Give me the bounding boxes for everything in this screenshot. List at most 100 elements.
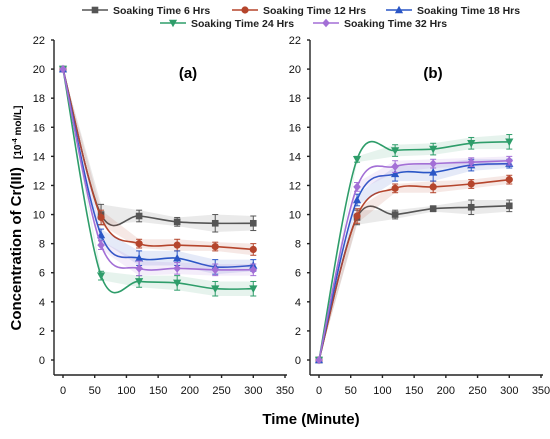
data-point — [135, 253, 144, 262]
y-tick-label: 20 — [33, 64, 45, 76]
data-point — [249, 285, 258, 294]
y-axis-title-main: Concentration of Cr(III) — [8, 167, 25, 330]
legend-item: Soaking Time 6 Hrs — [82, 5, 210, 17]
data-point — [173, 279, 182, 288]
y-tick-label: 2 — [39, 326, 45, 338]
series-5 — [315, 155, 514, 365]
y-tick-label: 14 — [289, 151, 301, 163]
y-tick-label: 12 — [33, 180, 45, 192]
legend-swatch-marker — [394, 5, 404, 14]
error-band — [63, 69, 254, 232]
data-point — [211, 242, 219, 251]
x-tick-label: 0 — [60, 385, 66, 397]
y-axis-title: Concentration of Cr(III) [10-4 mol/L] — [8, 106, 25, 331]
data-point — [135, 264, 143, 273]
data-point — [505, 156, 514, 166]
data-point — [135, 278, 144, 286]
data-point — [173, 264, 181, 273]
series-1 — [59, 65, 257, 233]
y-tick-label: 20 — [289, 64, 301, 76]
legend-label: Soaking Time 18 Hrs — [417, 5, 520, 17]
data-point — [211, 285, 220, 294]
y-tick-label: 4 — [39, 297, 45, 309]
panel-label: (b) — [423, 65, 442, 82]
series-line — [318, 162, 510, 361]
data-point — [467, 139, 476, 148]
data-point — [353, 212, 361, 220]
data-point — [315, 355, 323, 365]
data-point — [391, 147, 400, 155]
y-tick-label: 8 — [295, 239, 301, 251]
data-point — [467, 180, 475, 188]
data-point — [429, 183, 437, 191]
legend-label: Soaking Time 6 Hrs — [113, 5, 210, 17]
y-tick-label: 10 — [289, 210, 301, 222]
y-tick-label: 16 — [289, 122, 301, 134]
data-point — [391, 169, 400, 178]
data-point — [173, 253, 182, 262]
data-point — [467, 157, 476, 167]
data-point — [429, 159, 437, 168]
x-tick-label: 150 — [405, 385, 423, 397]
legend-item: Soaking Time 32 Hrs — [313, 18, 447, 30]
legend: Soaking Time 6 Hrs Soaking Time 12 Hrs Soa… — [82, 5, 520, 30]
x-tick-label: 250 — [468, 385, 486, 397]
legend-swatch-marker — [241, 6, 249, 14]
data-point — [96, 230, 106, 239]
data-point — [352, 155, 362, 164]
legend-item: Soaking Time 18 Hrs — [386, 5, 520, 17]
data-point — [59, 64, 67, 74]
data-point — [173, 218, 181, 226]
data-point — [505, 138, 514, 147]
x-tick-label: 200 — [181, 385, 199, 397]
series-5 — [59, 64, 258, 277]
data-point — [135, 212, 143, 220]
x-tick-label: 50 — [89, 385, 101, 397]
x-tick-label: 300 — [244, 385, 262, 397]
y-axis-title-unit: [10 — [13, 144, 24, 159]
y-tick-label: 8 — [39, 239, 45, 251]
data-point — [429, 145, 438, 154]
legend-item: Soaking Time 24 Hrs — [160, 18, 294, 30]
data-point — [353, 182, 361, 192]
y-tick-label: 4 — [295, 297, 301, 309]
legend-label: Soaking Time 32 Hrs — [344, 18, 447, 30]
data-point — [352, 195, 362, 204]
x-tick-label: 0 — [316, 385, 322, 397]
y-tick-label: 0 — [39, 355, 45, 367]
data-point — [173, 241, 181, 249]
y-tick-label: 22 — [289, 35, 301, 47]
y-tick-label: 22 — [33, 35, 45, 47]
x-tick-label: 300 — [500, 385, 518, 397]
y-tick-label: 0 — [295, 355, 301, 367]
panel-label: (a) — [179, 65, 197, 82]
legend-label: Soaking Time 24 Hrs — [191, 18, 294, 30]
series-1 — [315, 199, 513, 364]
data-point — [96, 272, 106, 280]
panel-b: 0 2 4 6 8 10 12 14 16 18 20 22 0 50 100 150 200 250 300 350… — [289, 35, 550, 397]
data-point — [391, 211, 399, 218]
x-tick-label: 350 — [532, 385, 550, 397]
x-axis-title: Time (Minute) — [262, 411, 359, 428]
x-tick-label: 50 — [345, 385, 357, 397]
y-tick-label: 10 — [33, 210, 45, 222]
legend-swatch-marker — [168, 19, 178, 28]
y-axis-title-unit-tail: mol/L] — [13, 106, 24, 139]
data-point — [505, 202, 513, 210]
x-tick-label: 150 — [149, 385, 167, 397]
x-tick-label: 350 — [276, 385, 294, 397]
data-point — [249, 219, 257, 227]
y-tick-label: 18 — [289, 93, 301, 105]
y-tick-label: 6 — [295, 268, 301, 280]
y-tick-label: 2 — [295, 326, 301, 338]
legend-swatch-marker — [91, 6, 99, 14]
data-point — [211, 219, 219, 227]
y-tick-label: 18 — [33, 93, 45, 105]
data-point — [211, 265, 220, 275]
data-point — [249, 265, 258, 275]
x-tick-label: 100 — [373, 385, 391, 397]
data-point — [467, 203, 475, 211]
y-tick-label: 14 — [33, 151, 45, 163]
data-point — [97, 213, 105, 222]
data-point — [391, 184, 399, 192]
